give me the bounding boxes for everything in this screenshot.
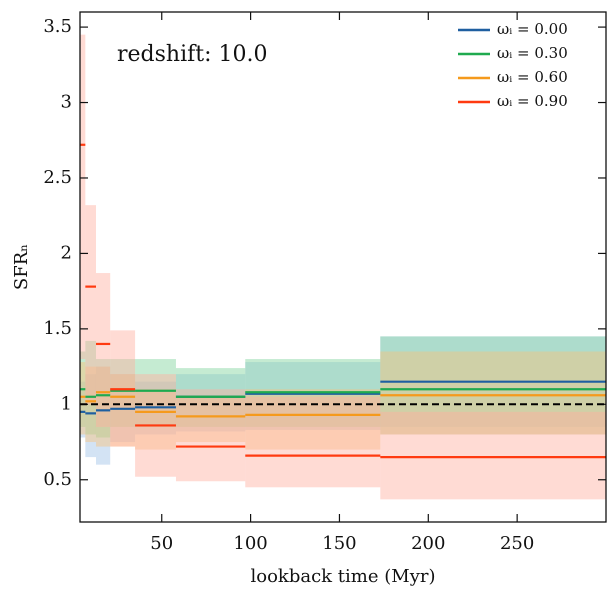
y-tick-label: 1.5 bbox=[43, 318, 72, 339]
legend-label: ωᵢ = 0.90 bbox=[497, 92, 568, 110]
error-band bbox=[245, 396, 381, 488]
error-band bbox=[85, 374, 96, 458]
error-band bbox=[135, 389, 176, 450]
error-band bbox=[95, 273, 111, 427]
error-band bbox=[175, 389, 246, 482]
error-band bbox=[80, 34, 86, 360]
y-tick-label: 1 bbox=[61, 393, 72, 414]
error-band bbox=[85, 205, 96, 405]
y-tick-label: 3 bbox=[61, 92, 72, 113]
error-band bbox=[80, 381, 86, 438]
error-band bbox=[175, 374, 246, 432]
x-axis-label: lookback time (Myr) bbox=[251, 566, 436, 587]
error-band bbox=[245, 389, 381, 450]
lines bbox=[80, 143, 606, 459]
legend-label: ωᵢ = 0.00 bbox=[497, 20, 568, 38]
error-band bbox=[175, 396, 246, 443]
error-band bbox=[110, 359, 136, 427]
x-tick-label: 50 bbox=[150, 533, 173, 554]
legend-label: ωᵢ = 0.30 bbox=[497, 44, 568, 62]
bands bbox=[80, 34, 606, 500]
error-band bbox=[380, 351, 606, 435]
error-band bbox=[110, 374, 136, 447]
error-band bbox=[95, 366, 111, 465]
x-tick-label: 250 bbox=[500, 533, 534, 554]
y-tick-label: 2 bbox=[61, 242, 72, 263]
error-band bbox=[80, 362, 86, 435]
error-band bbox=[245, 362, 381, 430]
error-band bbox=[380, 411, 606, 500]
x-tick-label: 100 bbox=[233, 533, 267, 554]
plot-frame bbox=[79, 11, 607, 523]
y-tick-label: 0.5 bbox=[43, 469, 72, 490]
y-axis-label: SFRₙ bbox=[11, 244, 32, 290]
legend-label: ωᵢ = 0.60 bbox=[497, 68, 568, 86]
error-band bbox=[380, 336, 606, 435]
y-tick-label: 2.5 bbox=[43, 167, 72, 188]
x-tick-label: 150 bbox=[322, 533, 356, 554]
y-tick-label: 3.5 bbox=[43, 16, 72, 37]
x-tick-label: 200 bbox=[411, 533, 445, 554]
error-band bbox=[85, 366, 96, 443]
error-band bbox=[85, 340, 96, 435]
error-band bbox=[135, 359, 176, 427]
error-band bbox=[95, 359, 111, 438]
error-band bbox=[95, 366, 111, 447]
annotation: redshift: 10.0 bbox=[117, 42, 268, 67]
